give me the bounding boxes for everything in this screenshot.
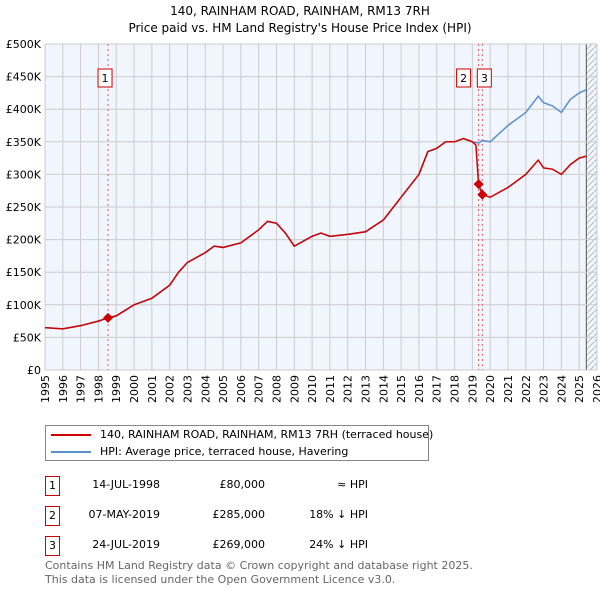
legend-label-property: 140, RAINHAM ROAD, RAINHAM, RM13 7RH (te…: [100, 428, 434, 441]
sale-number-box: 1: [45, 476, 60, 496]
legend-swatch-property: [51, 434, 91, 436]
y-tick-label: £300K: [6, 168, 42, 181]
x-tick-label: 2026: [591, 375, 600, 403]
x-tick-label: 1998: [92, 375, 105, 403]
y-tick-label: £150K: [6, 266, 42, 279]
legend: 140, RAINHAM ROAD, RAINHAM, RM13 7RH (te…: [45, 425, 433, 461]
x-tick-label: 2002: [164, 375, 177, 403]
x-tick-label: 2025: [573, 375, 586, 403]
sale-point: [477, 189, 488, 200]
y-tick-label: £450K: [6, 71, 42, 84]
x-tick-label: 2004: [199, 375, 212, 403]
x-tick-label: 1995: [39, 375, 52, 403]
y-tick-label: £200K: [6, 234, 42, 247]
x-tick-label: 2009: [288, 375, 301, 403]
sale-label-box: [97, 68, 113, 88]
x-tick-label: 2019: [466, 375, 479, 403]
x-tick-label: 2024: [555, 375, 568, 403]
y-tick-label: £500K: [6, 38, 42, 51]
y-tick-label: £400K: [6, 103, 42, 116]
x-tick-label: 2006: [235, 375, 248, 403]
sale-price: £285,000: [212, 508, 266, 521]
sale-label-text: 2: [460, 72, 467, 85]
x-tick-label: 2018: [449, 375, 462, 403]
sale-hpi-comparison: ≈ HPI: [337, 478, 368, 491]
x-tick-label: 2000: [128, 375, 141, 403]
y-tick-label: £0: [27, 364, 41, 377]
chart-subtitle: Price paid vs. HM Land Registry's House …: [128, 21, 472, 35]
sale-point: [473, 179, 484, 190]
x-tick-label: 2021: [502, 375, 515, 403]
footer-line-2: This data is licensed under the Open Gov…: [45, 573, 396, 586]
y-tick-label: £100K: [6, 299, 42, 312]
y-tick-label: £250K: [6, 201, 42, 214]
y-tick-label: £50K: [13, 331, 42, 344]
x-tick-label: 2014: [377, 375, 390, 403]
sale-number-box: 3: [45, 536, 60, 556]
x-tick-label: 2017: [431, 375, 444, 403]
x-tick-label: 2001: [146, 375, 159, 403]
plot-area: 1995 1996 1997 1998 1999 2000 2001 2002 2003 2004…: [6, 38, 600, 403]
x-tick-label: 2011: [324, 375, 337, 403]
x-tick-label: 2005: [217, 375, 230, 403]
legend-swatch-hpi: [51, 451, 91, 453]
chart-title: 140, RAINHAM ROAD, RAINHAM, RM13 7RH: [170, 4, 430, 18]
x-tick-label: 1999: [110, 375, 123, 403]
x-tick-label: 2013: [360, 375, 373, 403]
sale-hpi-comparison: 24% ↓ HPI: [309, 538, 368, 551]
sale-hpi-comparison: 18% ↓ HPI: [309, 508, 368, 521]
sale-label-text: 1: [102, 72, 109, 85]
x-tick-label: 2023: [538, 375, 551, 403]
legend-label-hpi: HPI: Average price, terraced house, Have…: [100, 445, 349, 458]
x-tick-label: 1996: [57, 375, 70, 403]
sale-date: 24-JUL-2019: [92, 538, 160, 551]
x-tick-label: 2015: [395, 375, 408, 403]
x-tick-label: 2022: [520, 375, 533, 403]
x-tick-label: 2020: [484, 375, 497, 403]
x-tick-label: 2007: [253, 375, 266, 403]
x-tick-label: 2003: [181, 375, 194, 403]
sale-date: 07-MAY-2019: [88, 508, 160, 521]
x-tick-label: 1997: [75, 375, 88, 403]
sale-date: 14-JUL-1998: [92, 478, 160, 491]
sale-price: £80,000: [219, 478, 266, 491]
sale-number-box: 2: [45, 506, 60, 526]
x-tick-label: 2016: [413, 375, 426, 403]
series-line-property: [44, 137, 587, 330]
sale-label-box: [456, 68, 472, 88]
sale-label-box: [476, 68, 492, 88]
x-tick-label: 2008: [270, 375, 283, 403]
x-tick-label: 2010: [306, 375, 319, 403]
y-tick-label: £350K: [6, 136, 42, 149]
x-tick-label: 2012: [342, 375, 355, 403]
sale-point: [103, 312, 114, 323]
sale-price: £269,000: [212, 538, 266, 551]
sale-label-text: 3: [481, 72, 488, 85]
footer-line-1: Contains HM Land Registry data © Crown c…: [45, 559, 473, 572]
